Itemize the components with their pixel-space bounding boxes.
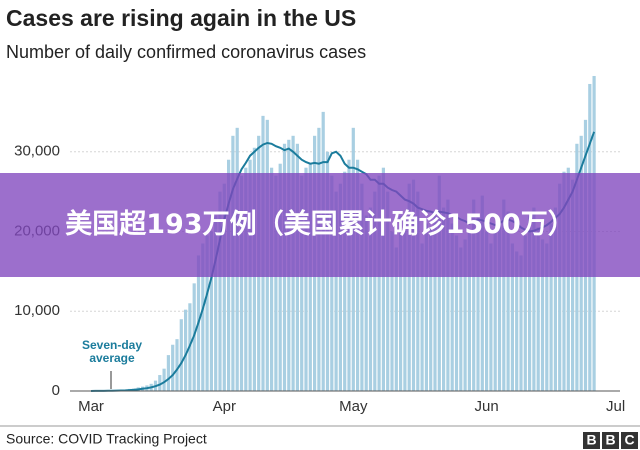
x-tick-label: Jun <box>475 398 499 415</box>
bar <box>446 199 450 391</box>
bar <box>381 167 385 391</box>
bar <box>394 247 398 391</box>
bar <box>205 235 209 391</box>
bar <box>571 179 575 391</box>
bar <box>368 207 373 391</box>
bar <box>175 339 179 391</box>
bar <box>360 183 364 391</box>
bar <box>540 239 545 391</box>
bar <box>330 175 334 391</box>
source: Source: COVID Tracking Project <box>6 431 207 447</box>
bar <box>510 243 514 391</box>
chart-title: Cases are rising again in the US <box>6 5 356 31</box>
bar <box>411 179 416 391</box>
overlay-text: 美国超193万例（美国累计确诊1500万） <box>65 209 575 240</box>
bar <box>545 243 549 391</box>
bar <box>433 215 437 391</box>
bar <box>437 175 441 391</box>
bar <box>536 227 540 391</box>
bar <box>463 239 467 391</box>
bar <box>403 219 407 391</box>
bar <box>308 163 312 391</box>
logo-letter: B <box>605 432 615 448</box>
bar <box>218 191 222 391</box>
bar <box>278 163 282 391</box>
logo-box <box>602 432 619 449</box>
bar <box>158 375 162 391</box>
bar <box>399 215 403 391</box>
x-tick-label: May <box>339 398 368 415</box>
bar <box>179 319 183 391</box>
bar <box>476 215 480 391</box>
bar <box>450 223 454 391</box>
bar <box>386 191 390 391</box>
bar <box>467 231 471 391</box>
bar <box>343 171 347 391</box>
bar <box>528 215 532 391</box>
bar <box>532 207 536 391</box>
bar <box>390 231 394 391</box>
bar <box>454 235 459 391</box>
bar <box>485 231 489 391</box>
bar <box>493 231 497 391</box>
bar <box>442 207 446 391</box>
bar <box>566 167 570 391</box>
bar <box>480 195 484 391</box>
bar <box>300 175 304 391</box>
overlay-banner: 美国超193万例（美国累计确诊1500万） <box>0 173 640 277</box>
annotation: Seven-day average <box>81 338 143 365</box>
y-tick-label: 0 <box>52 382 60 399</box>
x-tick-label: Jul <box>606 398 625 415</box>
bar <box>338 183 342 391</box>
bar <box>162 368 166 391</box>
bar <box>270 167 274 391</box>
bar <box>166 355 170 391</box>
x-tick-label: Apr <box>213 398 236 415</box>
bar <box>304 167 308 391</box>
bar <box>549 223 553 391</box>
bar <box>558 183 562 391</box>
bar <box>209 231 213 391</box>
bar <box>523 235 527 391</box>
y-tick-label: 30,000 <box>14 143 60 160</box>
bar <box>562 171 566 391</box>
bar <box>373 191 377 391</box>
logo-box <box>621 432 638 449</box>
y-tick-label: 10,000 <box>14 302 60 319</box>
bar <box>171 344 175 391</box>
bar <box>239 175 244 391</box>
logo-letter: C <box>624 432 634 448</box>
bar <box>472 199 476 391</box>
bar <box>334 191 338 391</box>
bar <box>553 207 557 391</box>
bar <box>201 243 205 391</box>
bar <box>407 183 411 391</box>
bar <box>502 199 506 391</box>
x-tick-label: Mar <box>78 398 104 415</box>
chart-subtitle: Number of daily confirmed coronavirus ca… <box>6 42 366 62</box>
bar <box>364 215 368 391</box>
logo-letter: B <box>586 432 596 448</box>
bar <box>424 223 428 391</box>
bar <box>244 167 248 391</box>
bar <box>214 215 218 391</box>
bar <box>497 219 502 391</box>
bar <box>222 183 226 391</box>
bar <box>459 247 463 391</box>
bar <box>416 191 420 391</box>
bar <box>420 243 424 391</box>
bar <box>515 251 519 391</box>
bar <box>184 309 188 391</box>
bar <box>429 227 433 391</box>
bar <box>506 211 510 391</box>
bar <box>489 243 493 391</box>
bar <box>519 255 523 391</box>
logo-box <box>583 432 600 449</box>
bar <box>377 175 381 391</box>
bar <box>274 175 278 391</box>
